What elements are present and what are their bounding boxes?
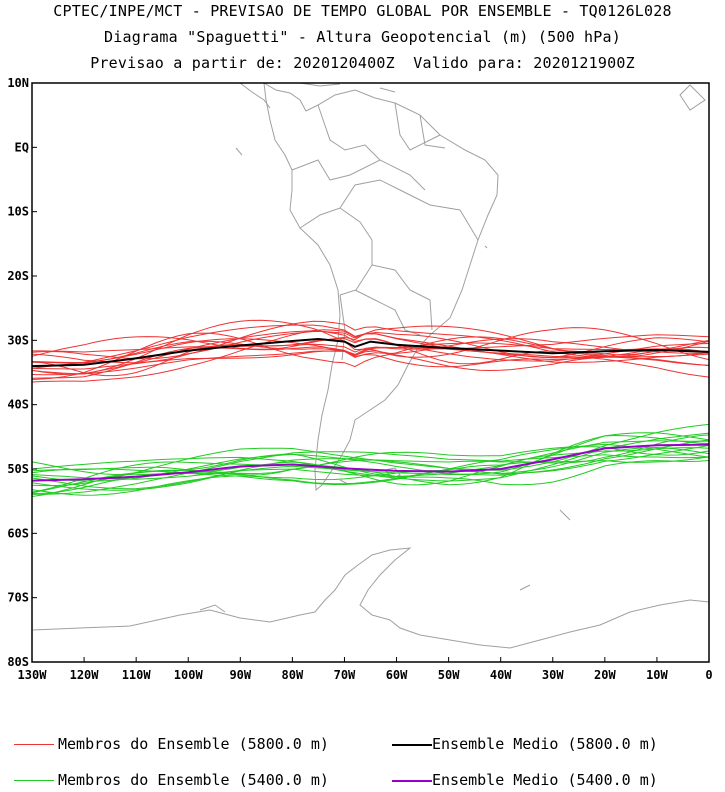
lat-tick-label: 30S	[7, 333, 29, 347]
title-line-3: Previsao a partir de: 2020120400Z Valido…	[90, 54, 635, 72]
antarctica-coast	[32, 509, 710, 649]
legend-swatch-mean-5400	[392, 780, 432, 782]
lon-tick-label: 30W	[542, 668, 564, 682]
mean-5400-line	[31, 443, 710, 482]
lon-tick-label: 50W	[438, 668, 460, 682]
lat-tick-label: 10N	[7, 76, 29, 90]
lat-tick-label: 60S	[7, 526, 29, 540]
ensemble-member-line	[31, 320, 710, 364]
lon-tick-label: 130W	[18, 668, 48, 682]
south-america-coast	[263, 82, 499, 492]
lon-tick-label: 80W	[282, 668, 304, 682]
map-frame	[31, 82, 710, 663]
ensemble-member-line	[31, 456, 710, 494]
legend-label-mean-5800: Ensemble Medio (5800.0 m)	[432, 735, 658, 753]
title-line-2: Diagrama "Spaguetti" - Altura Geopotenci…	[104, 28, 621, 46]
ensemble-member-line	[31, 434, 710, 493]
lat-tick-label: EQ	[15, 140, 29, 154]
ensemble-member-line	[31, 338, 710, 363]
members-5400	[31, 423, 710, 497]
lon-tick-label: 100W	[174, 668, 204, 682]
lon-tick-label: 70W	[334, 668, 356, 682]
central-america-coast	[235, 82, 706, 249]
legend-swatch-member-5400	[14, 780, 54, 781]
members-5800	[31, 319, 710, 383]
lat-tick-label: 70S	[7, 591, 29, 605]
ensemble-member-line	[32, 334, 710, 353]
lat-tick-label: 40S	[7, 398, 29, 412]
legend-label-member-5800: Membros do Ensemble (5800.0 m)	[58, 735, 329, 753]
ensemble-member-line	[31, 319, 710, 375]
ensemble-member-line	[31, 329, 710, 383]
ensemble-member-line	[31, 443, 710, 485]
lon-tick-label: 10W	[646, 668, 668, 682]
ensemble-member-line	[31, 446, 710, 476]
lat-tick-label: 10S	[7, 205, 29, 219]
legend-label-mean-5400: Ensemble Medio (5400.0 m)	[432, 771, 658, 789]
lat-tick-label: 80S	[7, 655, 29, 669]
lat-tick-label: 20S	[7, 269, 29, 283]
lat-tick-label: 50S	[7, 462, 29, 476]
lon-tick-label: 60W	[386, 668, 408, 682]
coastlines	[32, 82, 710, 649]
lon-tick-label: 110W	[122, 668, 152, 682]
ensemble-member-line	[31, 337, 710, 377]
ensemble-member-line	[31, 325, 710, 358]
mean-5800-line	[31, 337, 710, 368]
lon-tick-label: 0	[705, 668, 712, 682]
ensemble-member-line	[31, 440, 710, 480]
title-line-1: CPTEC/INPE/MCT - PREVISAO DE TEMPO GLOBA…	[53, 2, 672, 20]
ensemble-member-line	[31, 434, 710, 476]
lon-tick-label: 90W	[229, 668, 251, 682]
country-borders	[291, 102, 479, 361]
lon-tick-label: 20W	[594, 668, 616, 682]
lon-tick-label: 120W	[70, 668, 100, 682]
legend-swatch-mean-5800	[392, 744, 432, 746]
ensemble-member-line	[31, 331, 710, 360]
ensemble-member-line	[31, 332, 710, 380]
legend-label-member-5400: Membros do Ensemble (5400.0 m)	[58, 771, 329, 789]
lon-tick-label: 40W	[490, 668, 512, 682]
legend-swatch-member-5800	[14, 744, 54, 745]
